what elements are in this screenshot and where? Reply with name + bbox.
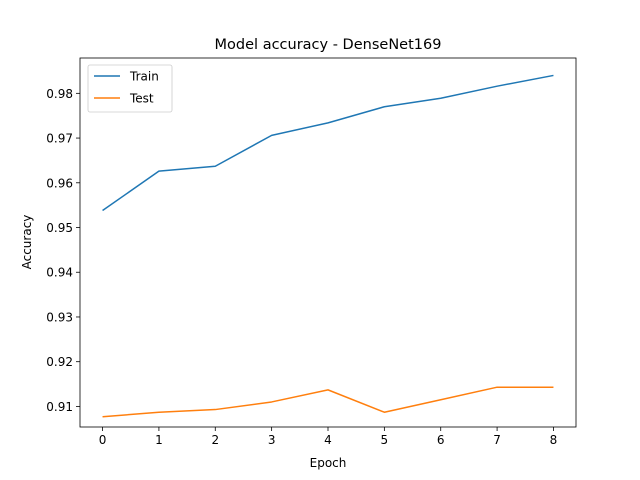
legend: Train Test <box>87 64 173 113</box>
x-tick-label: 1 <box>155 433 163 447</box>
x-tick-label: 0 <box>99 433 107 447</box>
x-tick-label: 2 <box>211 433 219 447</box>
x-tick-label: 6 <box>437 433 445 447</box>
y-tick-label: 0.94 <box>46 266 73 280</box>
y-tick-label: 0.91 <box>46 400 73 414</box>
x-tick-label: 5 <box>381 433 389 447</box>
x-tick-label: 7 <box>493 433 501 447</box>
series-line-train <box>102 74 554 212</box>
legend-label-train: Train <box>129 70 159 84</box>
plot-area: 0 1 2 3 4 5 6 7 8 0.91 0.92 0.93 0.94 0.95 0.96 0.97 0.9… <box>46 57 577 447</box>
y-tick-label: 0.96 <box>46 176 73 190</box>
x-tick-label: 4 <box>324 433 332 447</box>
x-tick-label: 8 <box>550 433 558 447</box>
legend-label-test: Test <box>129 92 154 106</box>
y-tick-label: 0.95 <box>46 221 73 235</box>
series-line-test <box>102 386 554 418</box>
chart-title: Model accuracy - DenseNet169 <box>215 37 442 53</box>
y-tick-label: 0.98 <box>46 87 73 101</box>
y-axis-label: Accuracy <box>20 215 34 270</box>
x-tick-label: 3 <box>268 433 276 447</box>
x-axis-label: Epoch <box>310 456 347 470</box>
y-tick-label: 0.97 <box>46 132 73 146</box>
y-tick-label: 0.92 <box>46 355 73 369</box>
y-tick-label: 0.93 <box>46 310 73 324</box>
